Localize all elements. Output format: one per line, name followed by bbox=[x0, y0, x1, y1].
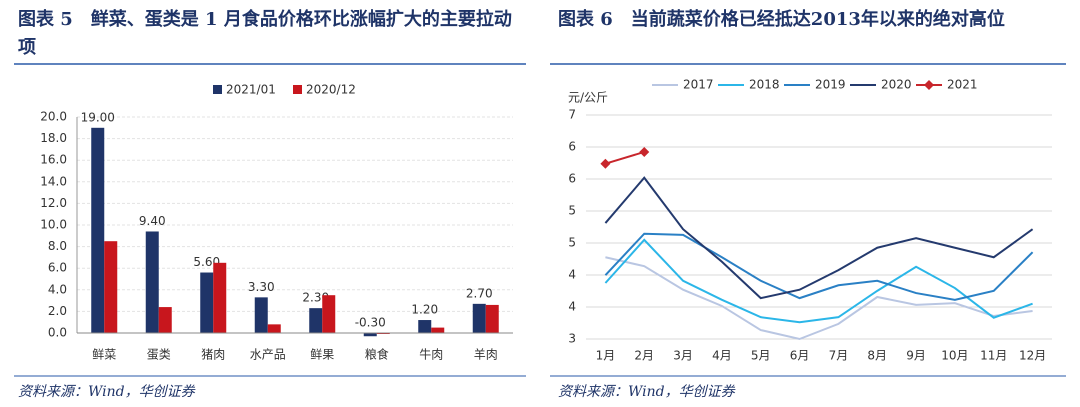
data-label: 19.00 bbox=[81, 110, 115, 124]
chart-title: 图表 5 鲜菜、蛋类是 1 月食品价格环比涨幅扩大的主要拉动项 bbox=[18, 9, 512, 58]
y-tick-label: 4 bbox=[568, 267, 576, 281]
legend-label: 2020/12 bbox=[306, 83, 356, 97]
y-tick-label: 6 bbox=[568, 139, 576, 153]
x-tick-label: 7月 bbox=[829, 349, 849, 363]
legend-label: 2020 bbox=[881, 78, 912, 92]
source: 资料来源：Wind，华创证券 bbox=[558, 384, 735, 400]
bar bbox=[363, 333, 377, 337]
series-line bbox=[604, 232, 1034, 301]
bar bbox=[418, 320, 432, 333]
y-tick-label: 4 bbox=[568, 300, 576, 314]
y-tick-label: 18.0 bbox=[40, 131, 67, 145]
y-tick-label: 0.0 bbox=[48, 326, 67, 340]
legend-label: 2021 bbox=[947, 78, 978, 92]
y-tick-label: 8.0 bbox=[48, 239, 67, 253]
x-tick-label: 鲜果 bbox=[310, 348, 334, 362]
x-tick-label: 粮食 bbox=[365, 347, 389, 362]
bar bbox=[104, 241, 118, 333]
bar bbox=[254, 297, 268, 333]
x-tick-label: 5月 bbox=[751, 349, 771, 363]
x-tick-label: 羊肉 bbox=[474, 347, 498, 362]
y-tick-label: 5 bbox=[568, 236, 576, 250]
bar bbox=[213, 262, 227, 333]
x-tick-label: 2月 bbox=[634, 349, 654, 363]
series-line bbox=[604, 238, 1033, 324]
y-axis-label: 元/公斤 bbox=[568, 91, 608, 105]
x-tick-label: 水产品 bbox=[250, 348, 286, 362]
chart: 3 4 4 5 5 6 6 7 1月 2月 3月 4月 5月 6月 7月 8月 9月 10月 11月 12月 元/公斤 2… bbox=[550, 63, 1066, 377]
data-label: 1.20 bbox=[411, 303, 438, 317]
x-tick-label: 12月 bbox=[1019, 349, 1046, 363]
data-label: -0.30 bbox=[355, 316, 386, 330]
bar bbox=[158, 307, 172, 333]
legend-label: 2018 bbox=[749, 78, 780, 92]
x-tick-label: 牛肉 bbox=[419, 347, 443, 362]
x-tick-label: 4月 bbox=[712, 349, 732, 363]
point bbox=[600, 158, 611, 169]
x-tick-label: 猪肉 bbox=[201, 348, 225, 362]
x-tick-label: 3月 bbox=[673, 349, 693, 363]
y-tick-label: 20.0 bbox=[40, 110, 67, 124]
x-tick-label: 11月 bbox=[980, 349, 1007, 363]
bar bbox=[145, 231, 159, 333]
y-tick-label: 6 bbox=[568, 172, 576, 186]
chart-title: 图表 6 当前蔬菜价格已经抵达2013年以来的绝对高位 bbox=[558, 9, 1005, 30]
y-tick-label: 6.0 bbox=[48, 261, 67, 275]
y-tick-label: 4.0 bbox=[48, 282, 67, 296]
panel: 3 4 4 5 5 6 6 7 1月 2月 3月 4月 5月 6月 7月 8月 9月 10月 11月 12月 元/公斤 2… bbox=[540, 0, 1080, 407]
y-tick-label: 12.0 bbox=[40, 196, 67, 210]
x-tick-label: 8月 bbox=[867, 349, 887, 363]
series-line bbox=[605, 256, 1033, 341]
bar bbox=[309, 308, 323, 333]
legend-swatch bbox=[293, 85, 302, 94]
x-tick-label: 蛋类 bbox=[147, 348, 171, 362]
bar bbox=[322, 295, 336, 333]
data-label: 9.40 bbox=[139, 214, 166, 228]
x-tick-label: 10月 bbox=[941, 349, 968, 363]
x-tick-label: 1月 bbox=[596, 349, 616, 363]
x-tick-label: 6月 bbox=[790, 349, 810, 363]
source: 资料来源：Wind，华创证券 bbox=[18, 384, 195, 400]
y-tick-label: 14.0 bbox=[40, 174, 67, 188]
y-tick-label: 2.0 bbox=[48, 304, 67, 318]
legend-label: 2019 bbox=[815, 78, 846, 92]
x-tick-label: 9月 bbox=[906, 349, 926, 363]
bar bbox=[267, 324, 281, 333]
y-tick-label: 7 bbox=[568, 108, 576, 122]
point bbox=[639, 146, 650, 157]
legend-swatch bbox=[213, 85, 222, 94]
bar bbox=[431, 327, 445, 333]
legend-label: 2021/01 bbox=[226, 83, 276, 97]
series-line bbox=[604, 176, 1034, 300]
x-tick-label: 鲜菜 bbox=[92, 348, 116, 362]
y-tick-label: 16.0 bbox=[40, 153, 67, 167]
legend-marker bbox=[924, 80, 934, 90]
data-label: 2.70 bbox=[466, 286, 493, 300]
y-tick-label: 5 bbox=[568, 203, 576, 217]
legend-label: 2017 bbox=[683, 78, 714, 92]
bar bbox=[485, 304, 499, 333]
panel: 0.0 2.0 4.0 6.0 8.0 10.0 12.0 14.0 16.0 18.0 20.0 鲜… bbox=[14, 9, 526, 400]
bar bbox=[91, 127, 105, 333]
data-label: 3.30 bbox=[248, 280, 275, 294]
y-tick-label: 10.0 bbox=[40, 218, 67, 232]
series-line bbox=[605, 151, 645, 165]
chart: 0.0 2.0 4.0 6.0 8.0 10.0 12.0 14.0 16.0 18.0 20.0 鲜… bbox=[14, 63, 526, 377]
y-tick-label: 3 bbox=[568, 332, 576, 346]
bar bbox=[200, 272, 214, 333]
bar bbox=[472, 303, 486, 333]
